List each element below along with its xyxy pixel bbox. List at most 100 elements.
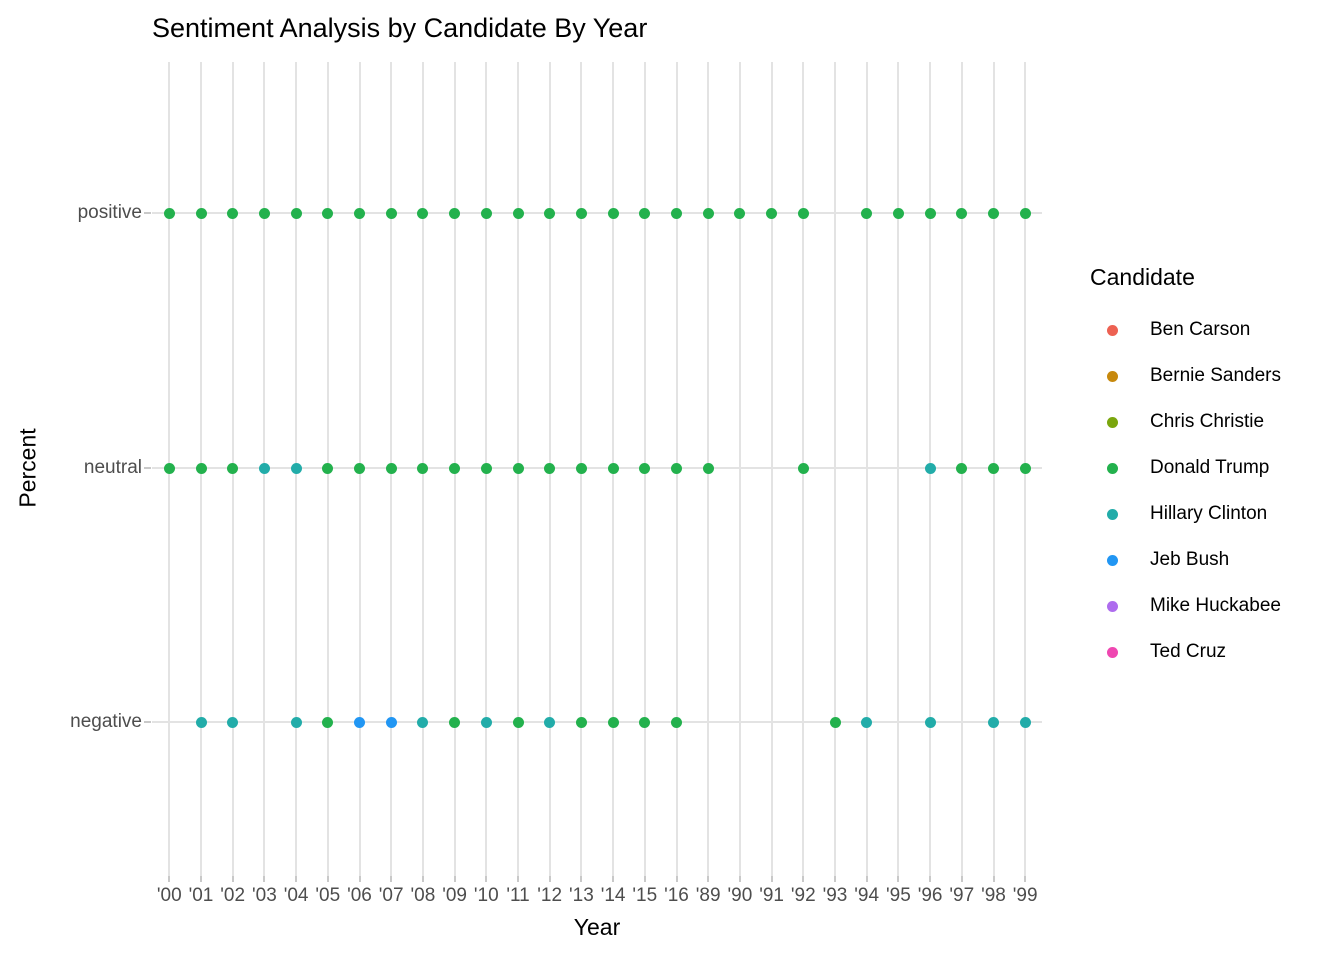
x-tick-mark <box>992 876 995 882</box>
data-point-donald-trump <box>417 462 429 474</box>
legend-swatch-chris-christie <box>1107 416 1118 428</box>
x-tick-mark <box>517 876 519 882</box>
x-tick-label: '16 <box>664 885 689 906</box>
data-point-donald-trump <box>734 207 746 219</box>
x-tick-label: '00 <box>156 885 182 906</box>
data-point-donald-trump <box>385 207 397 219</box>
x-tick-label: '94 <box>854 885 880 906</box>
data-point-donald-trump <box>988 462 999 474</box>
data-point-donald-trump <box>1019 207 1031 219</box>
data-point-donald-trump <box>671 716 682 728</box>
data-point-donald-trump <box>956 207 968 219</box>
data-point-donald-trump <box>354 207 365 219</box>
x-tick-label: '14 <box>600 885 626 906</box>
legend-swatch-donald-trump <box>1107 462 1118 474</box>
data-point-hillary-clinton <box>544 716 556 728</box>
x-tick-mark <box>612 876 615 882</box>
x-tick-label: '91 <box>759 885 784 906</box>
data-point-hillary-clinton <box>924 462 936 474</box>
x-tick-label: '92 <box>790 885 816 906</box>
gridline-vertical <box>897 62 900 876</box>
data-point-donald-trump <box>702 462 714 474</box>
data-point-donald-trump <box>544 207 556 219</box>
legend-swatch-bernie-sanders <box>1107 370 1118 382</box>
x-tick-label: '06 <box>347 885 372 906</box>
data-point-hillary-clinton <box>290 462 302 474</box>
x-tick-mark <box>643 876 646 882</box>
data-point-donald-trump <box>575 207 587 219</box>
legend-label: Chris Christie <box>1150 411 1265 432</box>
legend-title: Candidate <box>1090 264 1195 290</box>
y-tick-mark <box>144 212 151 214</box>
data-point-donald-trump <box>924 207 936 219</box>
gridline-horizontal <box>152 212 1042 214</box>
data-point-donald-trump <box>639 462 651 474</box>
y-axis-title: Percent <box>14 428 41 508</box>
x-tick-label: '90 <box>727 885 753 906</box>
data-point-donald-trump <box>195 207 207 219</box>
x-tick-label: '13 <box>569 885 594 906</box>
legend-swatch-hillary-clinton <box>1107 508 1118 520</box>
data-point-donald-trump <box>163 462 175 474</box>
data-point-donald-trump <box>671 462 682 474</box>
data-point-hillary-clinton <box>861 716 873 728</box>
x-axis-title: Year <box>573 914 621 940</box>
gridline-horizontal <box>152 721 1042 723</box>
data-point-donald-trump <box>544 462 556 474</box>
data-point-hillary-clinton <box>988 716 999 728</box>
data-point-jeb-bush <box>354 716 365 728</box>
data-point-donald-trump <box>195 462 207 474</box>
data-point-donald-trump <box>449 462 461 474</box>
legend-swatch-mike-huckabee <box>1107 600 1118 612</box>
data-point-donald-trump <box>322 716 334 728</box>
legend-label: Donald Trump <box>1150 457 1270 478</box>
x-tick-label: '96 <box>917 885 943 906</box>
data-point-donald-trump <box>829 716 841 728</box>
legend-label: Ted Cruz <box>1150 641 1227 662</box>
data-point-donald-trump <box>575 462 587 474</box>
data-point-donald-trump <box>512 462 524 474</box>
x-tick-label: '02 <box>220 885 246 906</box>
x-tick-label: '08 <box>410 885 436 906</box>
data-point-donald-trump <box>322 462 334 474</box>
x-tick-label: '03 <box>252 885 277 906</box>
data-point-donald-trump <box>671 207 682 219</box>
x-tick-mark <box>358 876 361 882</box>
data-point-donald-trump <box>797 462 809 474</box>
x-tick-label: '99 <box>1012 885 1038 906</box>
x-tick-mark <box>707 876 710 882</box>
y-tick-label: positive <box>77 202 142 223</box>
data-point-donald-trump <box>892 207 904 219</box>
x-tick-label: '15 <box>632 885 658 906</box>
gridline-vertical <box>738 62 741 876</box>
gridline-vertical <box>770 62 773 876</box>
x-tick-mark <box>834 876 836 882</box>
x-tick-mark <box>548 876 551 882</box>
data-point-donald-trump <box>227 207 239 219</box>
data-point-donald-trump <box>766 207 778 219</box>
data-point-donald-trump <box>480 462 492 474</box>
legend-label: Jeb Bush <box>1150 549 1230 570</box>
x-tick-label: '89 <box>695 885 721 906</box>
x-tick-label: '93 <box>822 885 848 906</box>
data-point-donald-trump <box>607 716 619 728</box>
data-point-donald-trump <box>417 207 429 219</box>
data-point-hillary-clinton <box>258 462 270 474</box>
x-tick-label: '11 <box>506 885 530 906</box>
y-tick-label: neutral <box>83 457 142 478</box>
legend-label: Hillary Clinton <box>1150 503 1268 524</box>
data-point-donald-trump <box>449 716 461 728</box>
data-point-hillary-clinton <box>417 716 429 728</box>
legend-swatch-ted-cruz <box>1107 646 1118 658</box>
gridline-horizontal <box>152 467 1042 469</box>
data-point-hillary-clinton <box>1019 716 1031 728</box>
plot-area <box>152 62 1042 876</box>
data-point-donald-trump <box>702 207 714 219</box>
x-tick-mark <box>865 876 868 882</box>
x-tick-mark <box>580 876 583 882</box>
data-point-donald-trump <box>639 716 651 728</box>
x-tick-label: '98 <box>981 885 1006 906</box>
chart-title: Sentiment Analysis by Candidate By Year <box>152 13 648 43</box>
data-point-hillary-clinton <box>480 716 492 728</box>
